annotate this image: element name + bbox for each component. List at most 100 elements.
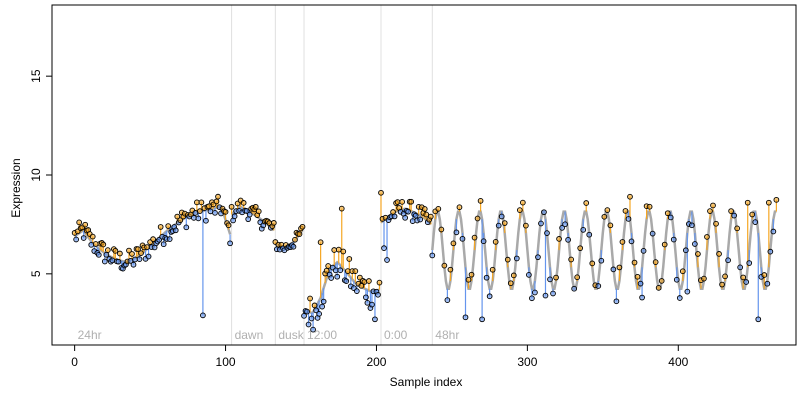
data-point: [755, 316, 762, 323]
data-point: [749, 211, 756, 218]
data-point: [773, 196, 780, 203]
data-point: [203, 217, 209, 224]
data-point: [513, 255, 520, 262]
data-point: [335, 246, 342, 253]
data-point: [559, 225, 565, 231]
data-point: [523, 222, 529, 229]
data-point: [166, 236, 173, 242]
data-point: [399, 199, 405, 205]
data-point: [664, 210, 671, 217]
data-point: [165, 223, 172, 229]
data-point: [361, 279, 368, 285]
data-point: [637, 280, 644, 287]
data-point: [444, 297, 451, 303]
data-point: [489, 266, 496, 273]
data-point: [646, 203, 653, 210]
data-point: [375, 291, 381, 298]
data-point: [255, 208, 262, 215]
data-point: [317, 239, 324, 246]
data-point: [132, 256, 138, 263]
data-point: [542, 292, 549, 299]
data-point: [574, 274, 581, 281]
data-point: [117, 250, 123, 257]
data-point: [405, 208, 412, 215]
data-point: [243, 208, 250, 214]
data-point: [453, 229, 460, 236]
data-point: [565, 236, 571, 243]
data-point: [305, 321, 312, 328]
data-point: [369, 301, 375, 308]
x-tick-label: 100: [216, 355, 236, 369]
data-point: [765, 199, 772, 206]
data-point: [313, 307, 319, 314]
data-point: [616, 264, 623, 271]
data-point: [553, 274, 559, 281]
data-point: [655, 285, 662, 291]
data-point: [290, 243, 297, 250]
data-point: [684, 288, 691, 295]
data-point: [331, 247, 338, 253]
data-point: [447, 266, 454, 273]
data-point: [679, 268, 686, 275]
data-point: [319, 303, 325, 310]
data-point: [526, 272, 532, 278]
x-tick-label: 300: [517, 355, 537, 369]
data-point: [510, 272, 517, 279]
data-point: [501, 220, 508, 226]
data-point: [301, 312, 307, 319]
data-point: [459, 235, 466, 242]
data-point: [682, 247, 689, 254]
data-point: [744, 199, 751, 206]
data-point: [334, 273, 341, 280]
data-point: [101, 258, 108, 265]
data-point: [343, 278, 350, 285]
data-point: [246, 211, 253, 218]
data-point: [586, 231, 593, 238]
data-point: [722, 273, 728, 280]
data-point: [740, 274, 747, 281]
data-point: [358, 282, 365, 289]
data-point: [296, 231, 303, 237]
data-point: [529, 295, 535, 302]
data-point: [649, 230, 656, 237]
time-marker-label: dusk: [278, 328, 304, 342]
data-point: [743, 279, 750, 285]
x-tick-label: 200: [366, 355, 386, 369]
data-point: [619, 239, 626, 245]
data-point: [456, 204, 463, 211]
data-point: [378, 189, 384, 196]
data-point: [550, 290, 556, 297]
data-point: [92, 241, 99, 247]
data-point: [613, 298, 620, 305]
data-point: [391, 213, 398, 220]
data-point: [384, 257, 390, 263]
data-point: [639, 294, 645, 301]
data-point: [462, 314, 469, 321]
data-point: [408, 198, 415, 205]
data-point: [222, 209, 229, 215]
time-marker-label: 24hr: [78, 328, 102, 342]
data-point: [311, 302, 318, 309]
data-point: [372, 316, 378, 323]
data-point: [195, 215, 202, 222]
data-point: [761, 272, 768, 278]
data-point: [725, 257, 731, 264]
data-point: [658, 278, 665, 284]
data-point: [713, 220, 719, 227]
data-point: [136, 256, 143, 262]
data-point: [381, 245, 387, 251]
data-point: [346, 256, 353, 262]
data-point: [479, 316, 485, 323]
data-point: [337, 267, 344, 274]
data-point: [580, 227, 587, 233]
data-point: [320, 298, 327, 305]
data-point: [213, 198, 220, 205]
data-point: [571, 285, 578, 292]
data-point: [767, 248, 774, 255]
data-point: [245, 216, 252, 223]
data-point: [676, 295, 683, 301]
data-point: [145, 253, 152, 260]
data-point: [598, 257, 605, 264]
x-axis-label: Sample index: [390, 375, 463, 389]
